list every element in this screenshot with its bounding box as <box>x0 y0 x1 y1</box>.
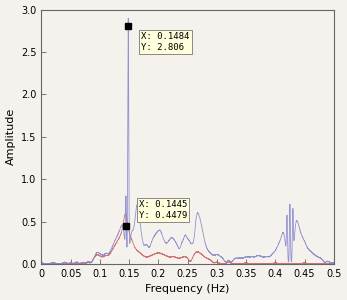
Text: X: 0.1445
Y: 0.4479: X: 0.1445 Y: 0.4479 <box>139 200 187 220</box>
Y-axis label: Amplitude: Amplitude <box>6 108 16 165</box>
Text: X: 0.1484
Y: 2.806: X: 0.1484 Y: 2.806 <box>141 32 189 52</box>
X-axis label: Frequency (Hz): Frequency (Hz) <box>145 284 230 294</box>
